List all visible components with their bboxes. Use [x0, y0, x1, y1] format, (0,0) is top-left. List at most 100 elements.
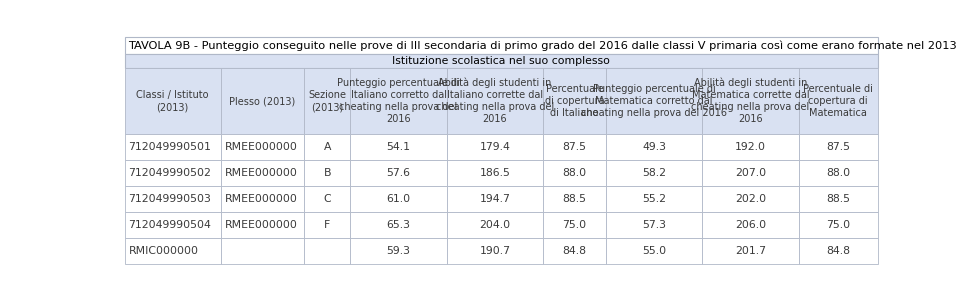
Bar: [221, 134, 304, 160]
Bar: [542, 134, 606, 160]
Bar: [124, 54, 877, 69]
Bar: [542, 238, 606, 264]
Text: 61.0: 61.0: [386, 194, 410, 204]
Text: 87.5: 87.5: [562, 142, 586, 152]
Text: 54.1: 54.1: [386, 142, 410, 152]
Text: 207.0: 207.0: [734, 168, 765, 178]
Bar: [606, 212, 701, 238]
Bar: [798, 212, 877, 238]
Text: 179.4: 179.4: [479, 142, 510, 152]
Text: 186.5: 186.5: [479, 168, 510, 178]
Bar: [304, 160, 350, 186]
Text: 75.0: 75.0: [826, 220, 849, 230]
Text: 194.7: 194.7: [479, 194, 510, 204]
Bar: [701, 238, 798, 264]
Text: 58.2: 58.2: [642, 168, 665, 178]
Bar: [124, 37, 877, 54]
Text: RMEE000000: RMEE000000: [225, 168, 297, 178]
Bar: [304, 186, 350, 212]
Bar: [221, 186, 304, 212]
Text: 712049990502: 712049990502: [128, 168, 211, 178]
Bar: [350, 160, 446, 186]
Bar: [304, 134, 350, 160]
Text: 84.8: 84.8: [826, 246, 849, 256]
Text: 87.5: 87.5: [826, 142, 849, 152]
Text: 206.0: 206.0: [734, 220, 765, 230]
Text: Classi / Istituto
(2013): Classi / Istituto (2013): [137, 90, 209, 112]
Text: 712049990503: 712049990503: [128, 194, 211, 204]
Bar: [701, 160, 798, 186]
Text: 204.0: 204.0: [479, 220, 510, 230]
Bar: [606, 186, 701, 212]
Text: RMIC000000: RMIC000000: [128, 246, 198, 256]
Text: 57.3: 57.3: [642, 220, 665, 230]
Text: A: A: [323, 142, 331, 152]
Bar: [606, 69, 701, 134]
Text: C: C: [323, 194, 331, 204]
Bar: [798, 238, 877, 264]
Bar: [446, 186, 542, 212]
Bar: [350, 212, 446, 238]
Text: 84.8: 84.8: [562, 246, 586, 256]
Text: RMEE000000: RMEE000000: [225, 220, 297, 230]
Bar: [446, 212, 542, 238]
Bar: [350, 69, 446, 134]
Bar: [542, 212, 606, 238]
Bar: [701, 69, 798, 134]
Text: 59.3: 59.3: [386, 246, 410, 256]
Text: Punteggio percentuale di
Matematica corretto dal
cheating nella prova del 2016: Punteggio percentuale di Matematica corr…: [580, 84, 727, 118]
Text: RMEE000000: RMEE000000: [225, 142, 297, 152]
Bar: [350, 238, 446, 264]
Text: Percentuale
di copertura
di Italiano: Percentuale di copertura di Italiano: [544, 84, 604, 118]
Text: Sezione
(2013): Sezione (2013): [308, 90, 346, 112]
Text: Plesso (2013): Plesso (2013): [230, 96, 295, 106]
Text: 88.5: 88.5: [562, 194, 586, 204]
Bar: [304, 238, 350, 264]
Text: Abilità degli studenti in
Italiano corrette dal
cheating nella prova del
2016: Abilità degli studenti in Italiano corre…: [436, 78, 553, 124]
Bar: [542, 69, 606, 134]
Text: 190.7: 190.7: [479, 246, 510, 256]
Bar: [542, 160, 606, 186]
Bar: [124, 186, 221, 212]
Bar: [606, 160, 701, 186]
Bar: [221, 160, 304, 186]
Bar: [350, 186, 446, 212]
Bar: [304, 69, 350, 134]
Bar: [124, 134, 221, 160]
Text: Punteggio percentuale di
Italiano corretto dal
cheating nella prova del
2016: Punteggio percentuale di Italiano corret…: [337, 78, 459, 124]
Text: 65.3: 65.3: [386, 220, 410, 230]
Bar: [446, 134, 542, 160]
Text: 88.5: 88.5: [826, 194, 849, 204]
Bar: [542, 186, 606, 212]
Text: 88.0: 88.0: [562, 168, 586, 178]
Text: 75.0: 75.0: [562, 220, 586, 230]
Bar: [606, 134, 701, 160]
Bar: [124, 238, 221, 264]
Text: 88.0: 88.0: [826, 168, 849, 178]
Bar: [701, 186, 798, 212]
Text: B: B: [323, 168, 331, 178]
Text: Abilità degli studenti in
Matematica corrette dal
cheating nella prova del
2016: Abilità degli studenti in Matematica cor…: [691, 78, 809, 124]
Text: Percentuale di
copertura di
Matematica: Percentuale di copertura di Matematica: [802, 84, 872, 118]
Bar: [124, 212, 221, 238]
Bar: [124, 160, 221, 186]
Bar: [798, 160, 877, 186]
Bar: [798, 134, 877, 160]
Text: F: F: [324, 220, 330, 230]
Text: 49.3: 49.3: [642, 142, 665, 152]
Bar: [446, 238, 542, 264]
Bar: [221, 69, 304, 134]
Text: 712049990504: 712049990504: [128, 220, 211, 230]
Bar: [124, 69, 221, 134]
Bar: [221, 212, 304, 238]
Bar: [701, 134, 798, 160]
Text: 712049990501: 712049990501: [128, 142, 211, 152]
Bar: [221, 238, 304, 264]
Text: 201.7: 201.7: [735, 246, 765, 256]
Text: Istituzione scolastica nel suo complesso: Istituzione scolastica nel suo complesso: [392, 56, 610, 66]
Bar: [446, 69, 542, 134]
Bar: [304, 212, 350, 238]
Bar: [606, 238, 701, 264]
Bar: [798, 69, 877, 134]
Text: RMEE000000: RMEE000000: [225, 194, 297, 204]
